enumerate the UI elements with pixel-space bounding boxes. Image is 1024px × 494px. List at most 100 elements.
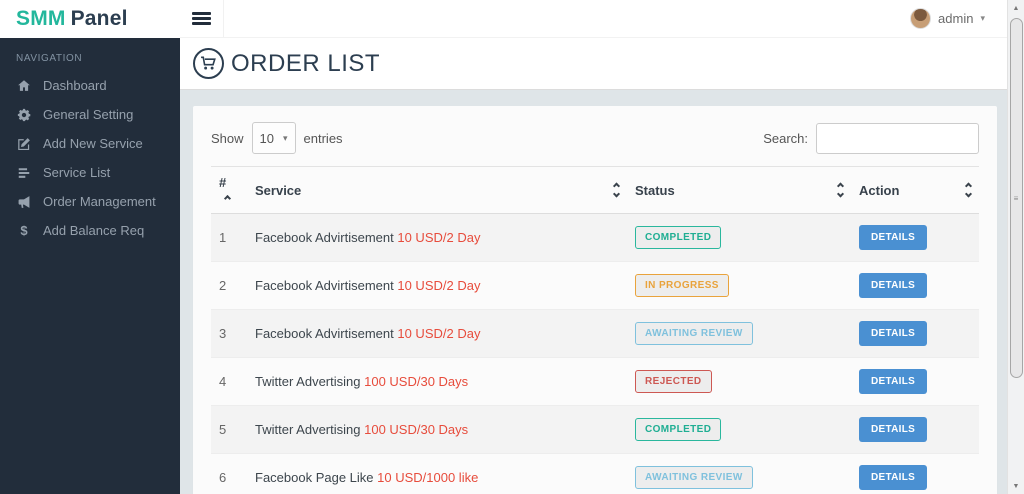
sidebar-item-service-list[interactable]: Service List (0, 158, 180, 187)
order-status-cell: AWAITING REVIEW (627, 309, 851, 358)
sidebar-item-label: Dashboard (43, 78, 107, 93)
details-button[interactable]: DETAILS (859, 369, 928, 394)
sidebar-nav: Dashboard General Setting Add New Service S… (0, 71, 180, 245)
order-service-cell: Twitter Advertising 100 USD/30 Days (247, 405, 627, 454)
order-action-cell: DETAILS (851, 357, 979, 406)
edit-icon (16, 137, 32, 151)
header-status-label: Status (635, 182, 675, 198)
table-header-row: # Service Status (211, 166, 979, 214)
page-size-select[interactable]: 10 ▾ (251, 122, 296, 154)
service-price: 10 USD/2 Day (397, 326, 481, 341)
search-label: Search: (763, 130, 808, 146)
page-size-value: 10 (259, 130, 274, 146)
scrollbar-thumb[interactable]: ≡ (1009, 18, 1023, 378)
order-action-cell: DETAILS (851, 453, 979, 494)
status-badge: COMPLETED (635, 226, 722, 249)
service-price: 10 USD/2 Day (397, 278, 481, 293)
sidebar-item-add-balance-req[interactable]: $ Add Balance Req (0, 216, 180, 245)
dollar-icon: $ (20, 223, 28, 238)
chevron-down-icon: ▾ (980, 13, 985, 23)
home-icon (16, 79, 32, 93)
service-price: 10 USD/2 Day (397, 230, 481, 245)
sidebar-item-label: Add New Service (43, 136, 143, 151)
avatar (910, 8, 932, 29)
content: Show 10 ▾ entries Search: (180, 90, 1007, 494)
sidebar-item-add-new-service[interactable]: Add New Service (0, 129, 180, 158)
column-header-status[interactable]: Status (627, 166, 851, 214)
order-row: 4 Twitter Advertising 100 USD/30 Days REJE… (211, 357, 979, 406)
order-status-cell: COMPLETED (627, 213, 851, 262)
service-name: Twitter Advertising (255, 422, 365, 437)
order-row: 2 Facebook Advirtisement 10 USD/2 Day IN P… (211, 261, 979, 310)
sidebar-item-general-setting[interactable]: General Setting (0, 100, 180, 129)
details-button[interactable]: DETAILS (859, 465, 928, 490)
cart-icon (193, 48, 224, 79)
sidebar-item-label: Order Management (43, 194, 156, 209)
status-badge: AWAITING REVIEW (635, 466, 753, 489)
list-icon (16, 166, 32, 180)
order-number: 5 (211, 405, 247, 454)
order-service-cell: Facebook Advirtisement 10 USD/2 Day (247, 213, 627, 262)
megaphone-icon (16, 195, 32, 209)
brand-smm: SMM (16, 7, 66, 30)
order-action-cell: DETAILS (851, 261, 979, 310)
entries-label: entries (303, 130, 343, 146)
vertical-scrollbar[interactable]: ▲ ≡ ▼ (1007, 0, 1024, 494)
page-length-control: Show 10 ▾ entries (211, 122, 343, 154)
order-number: 6 (211, 453, 247, 494)
scroll-down-arrow-icon[interactable]: ▼ (1012, 483, 1020, 490)
header-action-label: Action (859, 182, 900, 198)
sidebar-item-label: General Setting (43, 107, 134, 122)
gear-icon (16, 108, 32, 122)
status-badge: IN PROGRESS (635, 274, 729, 297)
page-title: ORDER LIST (231, 49, 381, 77)
sidebar-item-label: Add Balance Req (43, 223, 145, 238)
order-row: 6 Facebook Page Like 10 USD/1000 like AWAI… (211, 453, 979, 494)
show-label: Show (211, 130, 244, 146)
order-number: 3 (211, 309, 247, 358)
column-header-service[interactable]: Service (247, 166, 627, 214)
sort-icon (612, 182, 621, 198)
details-button[interactable]: DETAILS (859, 321, 928, 346)
details-button[interactable]: DETAILS (859, 225, 928, 250)
header-num-label: # (219, 175, 227, 190)
column-header-action[interactable]: Action (851, 166, 979, 214)
order-list-card: Show 10 ▾ entries Search: (193, 106, 997, 494)
sidebar-nav-heading: NAVIGATION (16, 53, 83, 64)
order-status-cell: COMPLETED (627, 405, 851, 454)
service-name: Facebook Advirtisement (255, 230, 398, 245)
scroll-up-arrow-icon[interactable]: ▲ (1012, 5, 1020, 12)
order-number: 1 (211, 213, 247, 262)
order-number: 2 (211, 261, 247, 310)
service-name: Facebook Advirtisement (255, 278, 398, 293)
sidebar-item-order-management[interactable]: Order Management (0, 187, 180, 216)
details-button[interactable]: DETAILS (859, 273, 928, 298)
page-header: ORDER LIST (180, 38, 1007, 90)
table-controls: Show 10 ▾ entries Search: (211, 122, 979, 154)
header-service-label: Service (255, 182, 302, 198)
service-price: 100 USD/30 Days (364, 422, 469, 437)
service-name: Twitter Advertising (255, 374, 365, 389)
sidebar-item-dashboard[interactable]: Dashboard (0, 71, 180, 100)
order-action-cell: DETAILS (851, 213, 979, 262)
search-input[interactable] (816, 122, 979, 154)
main-area: admin ▾ ORDER LIST Show 10 ▾ (180, 0, 1007, 494)
status-badge: AWAITING REVIEW (635, 322, 753, 345)
details-button[interactable]: DETAILS (859, 417, 928, 442)
order-service-cell: Facebook Advirtisement 10 USD/2 Day (247, 261, 627, 310)
search-control: Search: (763, 122, 979, 154)
sort-asc-icon (223, 195, 232, 203)
column-header-num[interactable]: # (211, 166, 247, 214)
sidebar: SMM Panel NAVIGATION Dashboard General Se… (0, 0, 180, 494)
order-action-cell: DETAILS (851, 309, 979, 358)
order-row: 5 Twitter Advertising 100 USD/30 Days COMP… (211, 405, 979, 454)
sort-icon (964, 182, 973, 198)
username: admin (938, 11, 974, 26)
user-dropdown[interactable]: admin ▾ (910, 8, 1007, 29)
orders-table: # Service Status (211, 166, 979, 494)
order-service-cell: Facebook Page Like 10 USD/1000 like (247, 453, 627, 494)
topbar: admin ▾ (180, 0, 1007, 38)
service-name: Facebook Page Like (255, 470, 378, 485)
hamburger-menu-icon[interactable] (180, 0, 224, 37)
